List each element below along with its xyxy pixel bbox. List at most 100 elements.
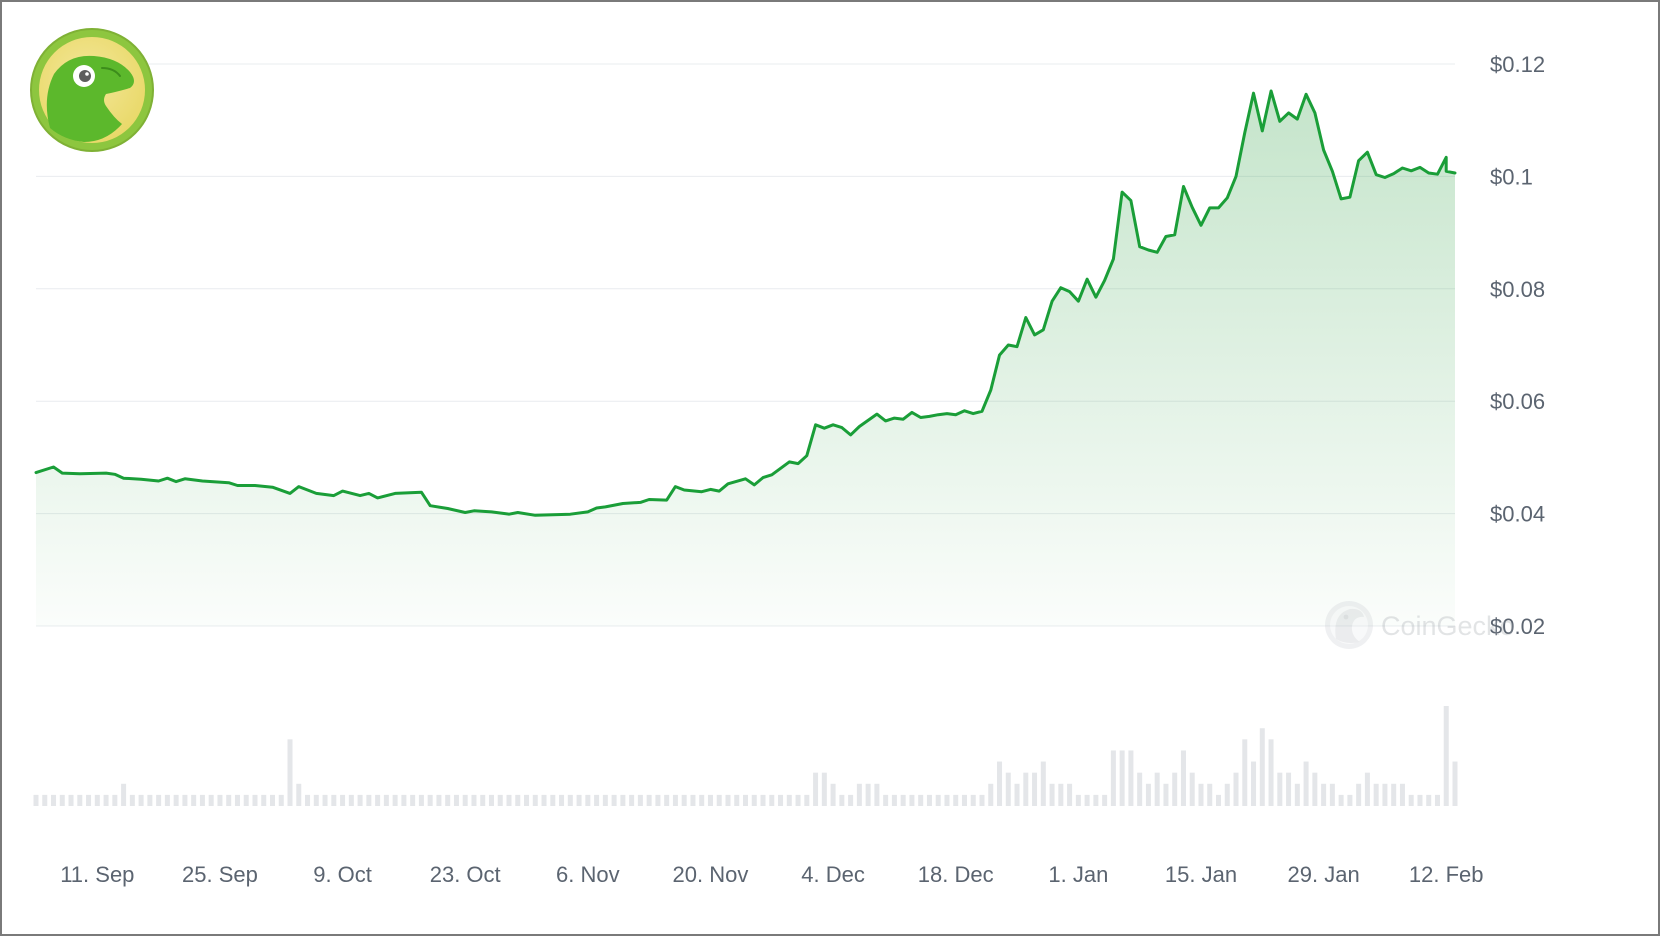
volume-bar <box>1434 794 1440 806</box>
volume-bar <box>1294 783 1300 806</box>
coingecko-logo <box>30 28 154 152</box>
volume-bar <box>550 794 556 806</box>
volume-bar <box>594 794 600 806</box>
volume-bar <box>585 794 591 806</box>
volume-bar <box>1067 783 1073 806</box>
volume-bar <box>129 794 135 806</box>
volume-bar <box>786 794 792 806</box>
volume-bar <box>1128 750 1134 806</box>
volume-bar <box>1049 783 1055 806</box>
volume-bar <box>1005 772 1011 806</box>
volume-bar <box>1251 761 1257 806</box>
volume-bar <box>427 794 433 806</box>
volume-bar <box>287 739 293 806</box>
volume-bar <box>1102 794 1108 806</box>
volume-bar <box>1329 783 1335 806</box>
volume-bar <box>1119 750 1125 806</box>
volume-bar <box>392 794 398 806</box>
volume-bar <box>1373 783 1379 806</box>
volume-bar <box>1382 783 1388 806</box>
volume-bar <box>1242 739 1248 806</box>
volume-bar <box>1426 794 1432 806</box>
volume-bar <box>743 794 748 806</box>
volume-bar <box>690 794 696 806</box>
volume-bar <box>611 794 617 806</box>
volume-bar <box>559 794 565 806</box>
volume-bar <box>1023 772 1029 806</box>
y-tick-label: $0.04 <box>1490 502 1545 527</box>
volume-bar <box>33 794 39 806</box>
volume-bar <box>1303 761 1309 806</box>
x-tick-label: 23. Oct <box>430 862 501 887</box>
volume-bar <box>1268 739 1274 806</box>
volume-bar <box>795 794 801 806</box>
x-tick-label: 4. Dec <box>801 862 865 887</box>
volume-bar <box>1224 783 1230 806</box>
volume-bar <box>997 761 1003 806</box>
volume-bar <box>401 794 407 806</box>
volume-bar <box>340 794 346 806</box>
volume-bar <box>1391 783 1397 806</box>
volume-bar <box>1145 783 1151 806</box>
volume-bar <box>418 794 424 806</box>
volume-bar <box>918 794 924 806</box>
volume-bar <box>199 794 205 806</box>
volume-bar <box>156 794 162 806</box>
volume-bar <box>305 794 311 806</box>
volume-bar <box>515 794 521 806</box>
volume-bar <box>926 794 932 806</box>
volume-bar <box>480 794 486 806</box>
volume-bar <box>217 794 223 806</box>
volume-bar <box>734 794 740 806</box>
volume-bar <box>716 794 722 806</box>
volume-bar <box>1207 783 1213 806</box>
volume-bar <box>147 794 153 806</box>
volume-bar <box>94 794 100 806</box>
volume-bar <box>410 794 416 806</box>
volume-bar <box>436 794 442 806</box>
volume-bar <box>121 783 127 806</box>
volume-bar <box>375 794 381 806</box>
coingecko-watermark-icon <box>1325 601 1373 649</box>
volume-bar <box>1198 783 1204 806</box>
volume-bar <box>961 794 967 806</box>
volume-bar <box>1189 772 1195 806</box>
volume-bar <box>1321 783 1327 806</box>
volume-bar <box>769 794 775 806</box>
x-tick-label: 29. Jan <box>1288 862 1360 887</box>
volume-bar <box>1399 783 1405 806</box>
volume-bar <box>278 794 284 806</box>
volume-bar <box>541 794 547 806</box>
volume-bar <box>848 794 854 806</box>
volume-bar <box>208 794 214 806</box>
volume-bar <box>760 794 766 806</box>
volume-bar <box>182 794 188 806</box>
volume-bar <box>629 794 635 806</box>
volume-bar <box>1452 761 1458 806</box>
volume-bar <box>672 794 678 806</box>
y-tick-label: $0.1 <box>1490 164 1533 189</box>
volume-bar <box>970 794 976 806</box>
volume-bar <box>252 794 258 806</box>
y-tick-label: $0.12 <box>1490 52 1545 77</box>
y-tick-label: $0.06 <box>1490 389 1545 414</box>
volume-bar <box>602 794 608 806</box>
volume-bar <box>953 794 959 806</box>
volume-bar <box>1417 794 1423 806</box>
volume-bar <box>707 794 713 806</box>
volume-bar <box>191 794 197 806</box>
volume-bar <box>839 794 845 806</box>
volume-bar <box>497 794 503 806</box>
volume-bar <box>1443 706 1449 806</box>
volume-bar <box>1277 772 1283 806</box>
volume-bar <box>103 794 109 806</box>
volume-bar <box>532 794 538 806</box>
price-area-fill <box>36 91 1455 626</box>
volume-bar <box>445 794 451 806</box>
volume-bar <box>313 794 319 806</box>
volume-bar <box>1075 794 1081 806</box>
volume-bar <box>462 794 468 806</box>
price-line <box>34 89 1457 517</box>
